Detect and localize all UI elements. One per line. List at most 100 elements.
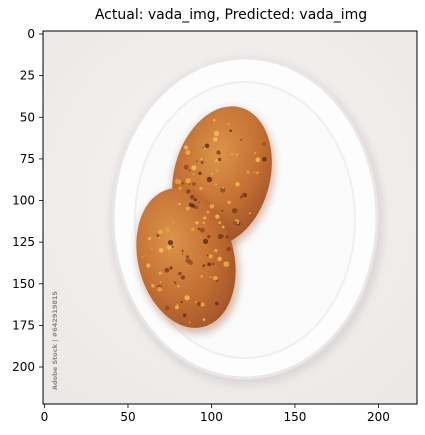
vada-speckle — [222, 186, 225, 189]
vada-speckle — [210, 172, 214, 176]
vada-speckle — [206, 210, 210, 214]
vada-speckle — [255, 171, 259, 175]
y-tick-label: 75 — [20, 152, 35, 166]
y-axis: 0 25 50 75 100 125 150 175 200 — [12, 27, 43, 374]
vada-speckle — [202, 221, 205, 224]
vada-speckle — [192, 182, 196, 186]
vada-speckle — [233, 220, 238, 225]
vada-speckle — [181, 249, 184, 252]
watermark: Adobe Stock | #642919815 — [51, 291, 60, 390]
vada-speckle — [262, 142, 266, 146]
vada-speckle — [190, 227, 195, 232]
y-tick-label: 150 — [12, 277, 35, 291]
vada-speckle — [199, 186, 203, 191]
vada-speckle — [192, 173, 195, 176]
vada-speckle — [221, 225, 225, 229]
vada-speckle — [221, 209, 224, 212]
vada-speckle — [199, 227, 205, 233]
y-tick-label: 125 — [12, 235, 35, 249]
vada-speckle — [193, 198, 197, 202]
vada-speckle — [188, 260, 193, 265]
vada-speckle — [215, 169, 219, 173]
vada-speckle — [223, 261, 230, 267]
vada-speckle — [213, 118, 216, 122]
x-axis: 0 50 100 150 200 — [41, 404, 390, 424]
vada-speckle — [220, 187, 226, 193]
vada-speckle — [175, 305, 179, 310]
vada-speckle — [190, 203, 196, 208]
vada-speckle — [204, 143, 210, 149]
vada-speckle — [240, 195, 243, 199]
vada-speckle — [159, 281, 162, 283]
vada-speckle — [191, 165, 197, 171]
vada-speckle — [156, 233, 160, 238]
vada-speckle — [229, 129, 232, 132]
vada-speckle — [141, 256, 144, 259]
y-tick-label: 0 — [27, 27, 35, 41]
vada-speckle — [180, 301, 183, 303]
vada-speckle — [203, 264, 206, 267]
x-tick-label: 100 — [200, 410, 223, 424]
vada-speckle — [186, 255, 189, 259]
vada-speckle — [194, 205, 199, 210]
vada-speckle — [206, 254, 209, 257]
vada-speckle — [208, 254, 213, 259]
y-tick-label: 50 — [20, 110, 35, 124]
vada-speckle — [158, 230, 164, 235]
vada-speckle — [158, 271, 162, 275]
vada-speckle — [165, 227, 171, 233]
vada-speckle — [203, 238, 209, 244]
vada-speckle — [255, 157, 261, 163]
vada-speckle — [225, 235, 230, 239]
vada-speckle — [172, 282, 174, 284]
vada-speckle — [214, 301, 219, 306]
vada-speckle — [197, 302, 201, 306]
vada-speckle — [235, 182, 240, 187]
vada-speckle — [207, 262, 211, 267]
vada-speckle — [178, 271, 182, 276]
vada-speckle — [188, 321, 191, 324]
x-tick-label: 50 — [120, 410, 135, 424]
vada-speckle — [262, 156, 267, 162]
vada-speckle — [195, 221, 199, 225]
vada-speckle — [198, 171, 202, 175]
vada-speckle — [211, 262, 215, 266]
vada-speckle — [147, 236, 152, 241]
vada-speckle — [178, 186, 182, 190]
vada-speckle — [185, 178, 191, 184]
vada-speckle — [200, 302, 205, 307]
vada-speckle — [215, 214, 220, 219]
y-tick-label: 100 — [12, 194, 35, 208]
vada-speckle — [207, 234, 211, 239]
vada-speckle — [171, 245, 174, 248]
vada-speckle — [202, 146, 205, 149]
vada-speckle — [158, 236, 161, 239]
vada-speckle — [240, 138, 243, 141]
x-tick-label: 0 — [41, 410, 49, 424]
y-tick-label: 200 — [12, 360, 35, 374]
vada-speckle — [146, 263, 151, 268]
vada-speckle — [181, 181, 185, 185]
vada-speckle — [151, 284, 155, 288]
vada-speckle — [180, 275, 186, 280]
vada-speckle — [206, 176, 213, 183]
vada-speckle — [246, 170, 250, 174]
vada-speckle — [213, 137, 218, 142]
vada-speckle — [200, 160, 204, 164]
vada-speckle — [173, 281, 177, 285]
vada-speckle — [200, 158, 203, 161]
vada-speckle — [177, 284, 180, 288]
vada-speckle — [197, 201, 200, 204]
vada-speckle — [188, 183, 191, 186]
vada-speckle — [188, 169, 191, 172]
vada-speckle — [195, 160, 198, 163]
vada-speckle — [195, 301, 198, 304]
vada-speckle — [215, 183, 218, 186]
vada-speckle — [241, 193, 245, 197]
vada-speckle — [176, 303, 179, 306]
x-tick-label: 200 — [367, 410, 390, 424]
axes-frame — [42, 30, 418, 405]
vada-speckle — [164, 267, 170, 273]
